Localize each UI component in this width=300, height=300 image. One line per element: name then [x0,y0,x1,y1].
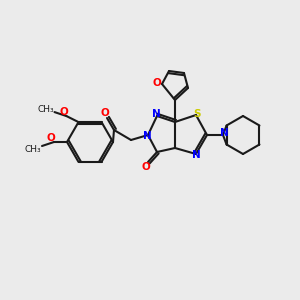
Text: O: O [100,108,109,118]
Text: CH₃: CH₃ [25,145,41,154]
Text: O: O [142,162,150,172]
Text: O: O [153,78,161,88]
Text: S: S [193,109,201,119]
Text: N: N [152,109,160,119]
Text: CH₃: CH₃ [37,105,54,114]
Text: N: N [192,150,200,160]
Text: O: O [59,107,68,117]
Text: N: N [220,128,228,138]
Text: O: O [46,133,56,143]
Text: N: N [142,131,152,141]
